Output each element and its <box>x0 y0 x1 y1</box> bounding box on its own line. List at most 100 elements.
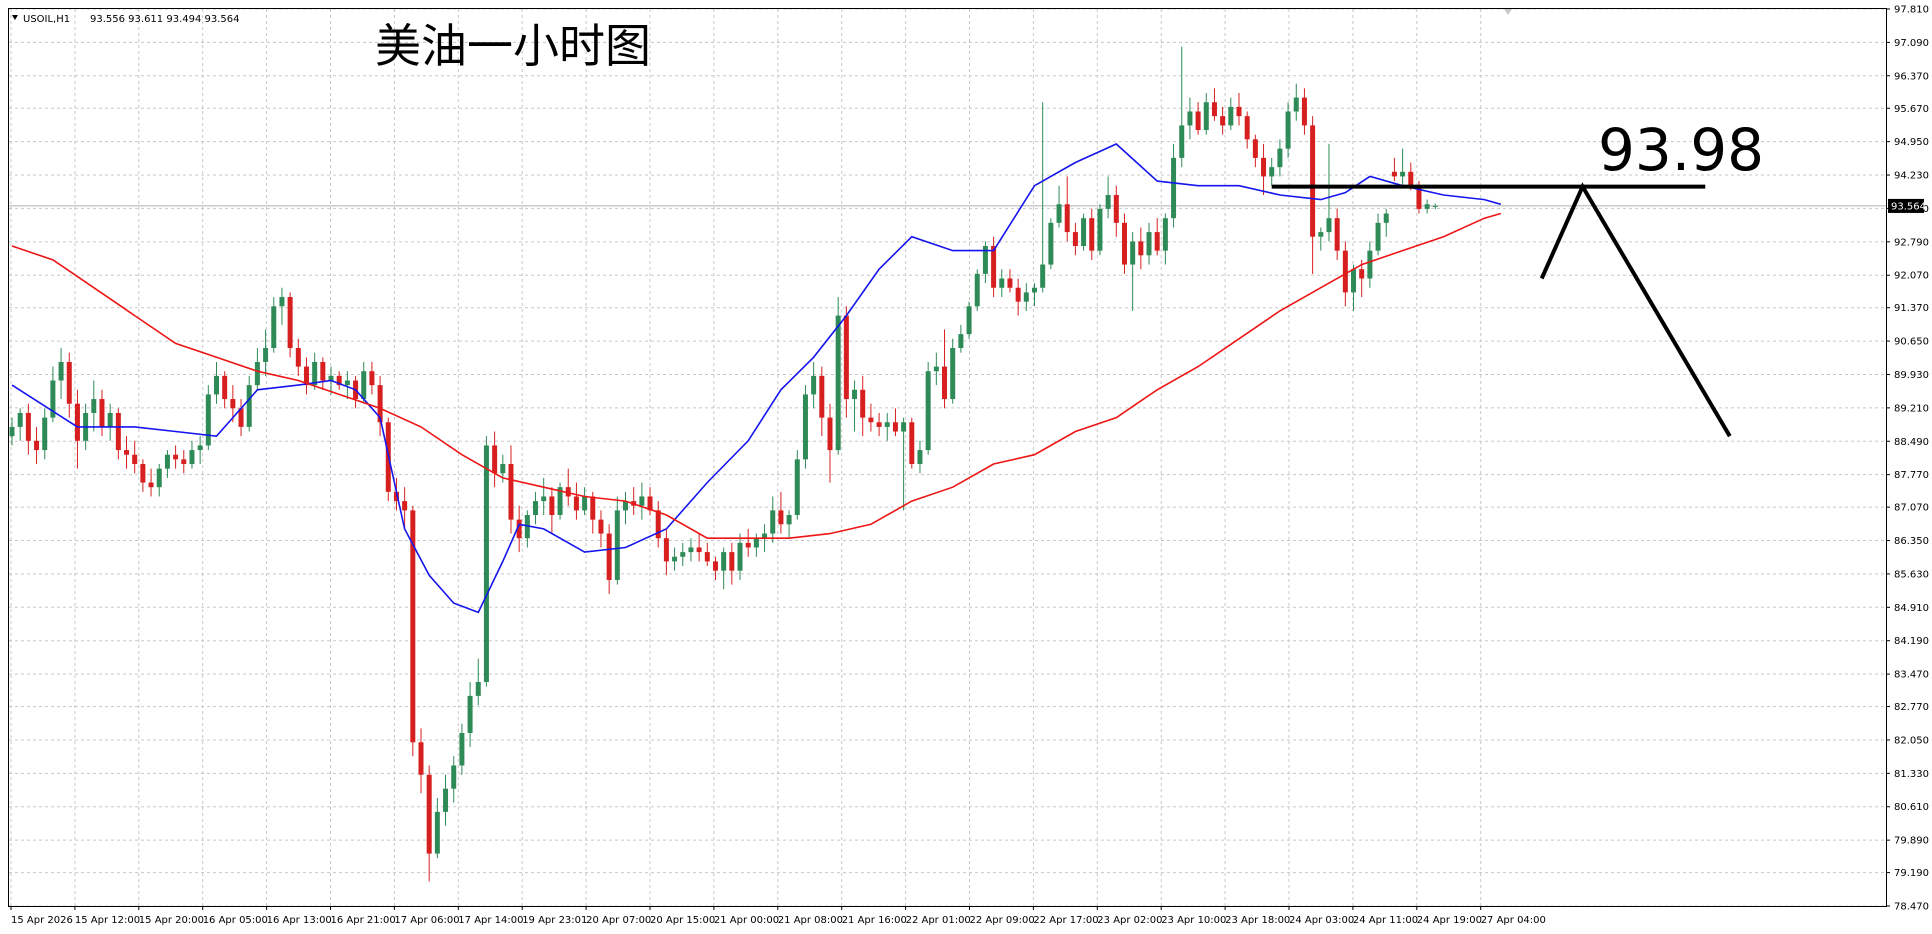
symbol-label: USOIL,H1 <box>23 14 70 25</box>
candle <box>958 324 964 353</box>
candle <box>1130 232 1136 311</box>
candle-body <box>271 306 277 349</box>
candle <box>1105 176 1111 219</box>
candle-body <box>1015 287 1021 302</box>
candle <box>25 403 31 455</box>
candle-body <box>982 246 988 274</box>
candle-body <box>917 450 923 464</box>
candle <box>737 533 743 580</box>
candle-body <box>483 445 489 682</box>
candle-body <box>197 445 203 451</box>
candle <box>778 491 784 534</box>
candle <box>205 385 211 451</box>
candle-body <box>320 361 326 381</box>
candle-body <box>1040 264 1046 288</box>
projection-path <box>1539 182 1732 438</box>
candle-body <box>1072 232 1078 247</box>
candle-body <box>892 422 898 432</box>
candle <box>132 440 138 474</box>
candle-body <box>1277 148 1283 168</box>
candle <box>1220 106 1226 135</box>
candle-body <box>312 361 318 386</box>
candle-body <box>533 501 539 516</box>
candle-body <box>402 501 408 511</box>
y-tick-label: 79.890 <box>1894 836 1929 847</box>
candle-body <box>1089 218 1095 251</box>
y-tick-label: 87.770 <box>1894 470 1929 481</box>
candle-body <box>1293 97 1299 112</box>
candle <box>533 491 539 525</box>
candle-body <box>1359 269 1365 279</box>
candle-body <box>745 542 751 548</box>
candle-body <box>91 399 97 413</box>
candle-body <box>1220 116 1226 126</box>
y-tick-label: 90.650 <box>1894 337 1929 348</box>
candle-body <box>132 454 138 464</box>
candle-body <box>942 366 948 400</box>
candle <box>303 357 309 395</box>
candle <box>925 361 931 455</box>
candle <box>1310 116 1316 274</box>
candle-body <box>974 273 980 307</box>
candle <box>66 352 72 418</box>
candle <box>124 436 130 469</box>
candle <box>1146 222 1152 265</box>
candle <box>598 510 604 548</box>
candle-body <box>991 246 997 288</box>
candle-body <box>843 315 849 400</box>
x-tick-label: 17 Apr 06:00 <box>394 915 459 926</box>
candle <box>107 403 113 441</box>
candle-body <box>459 733 465 766</box>
price-axis[interactable]: 97.810 97.090 96.370 95.670 94.950 94.230 93.5… <box>1886 5 1929 913</box>
candle-body <box>230 399 236 409</box>
x-tick-label: 24 Apr 19:00 <box>1417 915 1482 926</box>
candle <box>164 450 170 478</box>
candle-body <box>1171 157 1177 219</box>
candle <box>1171 143 1177 228</box>
candle <box>982 241 988 284</box>
candle <box>802 385 808 469</box>
candle <box>688 538 694 562</box>
candle-body <box>852 389 858 400</box>
candle <box>1359 259 1365 298</box>
candle-body <box>1130 241 1136 265</box>
candle-body <box>712 561 718 571</box>
candle <box>696 533 702 562</box>
candle-body <box>344 380 350 386</box>
candle-body <box>1097 208 1103 251</box>
candle-body <box>1162 218 1168 251</box>
candle <box>254 348 260 390</box>
candle-body <box>164 454 170 469</box>
candle-body <box>1261 157 1267 177</box>
candle-body <box>802 394 808 460</box>
symbol-menu-icon[interactable] <box>12 15 18 20</box>
candle <box>508 445 514 534</box>
candle-body <box>614 510 620 580</box>
candle-body <box>205 394 211 446</box>
candle <box>1064 176 1070 242</box>
candle-body <box>1301 97 1307 126</box>
candle-body <box>598 519 604 534</box>
candle-body <box>1285 111 1291 149</box>
x-tick-label: 21 Apr 08:00 <box>778 915 843 926</box>
candle-body <box>647 496 653 511</box>
candle <box>1269 157 1275 186</box>
candle-body <box>884 422 890 427</box>
candle <box>1072 222 1078 256</box>
candle-body <box>933 366 939 372</box>
x-tick-label: 22 Apr 01:00 <box>906 915 971 926</box>
drawing-objects <box>1271 182 1732 438</box>
candle-body <box>876 422 882 427</box>
candle-body <box>500 463 506 474</box>
y-tick-label: 82.050 <box>1894 735 1929 746</box>
candle-body <box>369 371 375 386</box>
candle <box>1252 134 1258 168</box>
candle-body <box>770 510 776 534</box>
candle <box>1432 203 1438 210</box>
candle-body <box>1400 171 1406 177</box>
candle <box>369 361 375 395</box>
candle <box>1326 143 1332 242</box>
candle-body <box>762 533 768 539</box>
